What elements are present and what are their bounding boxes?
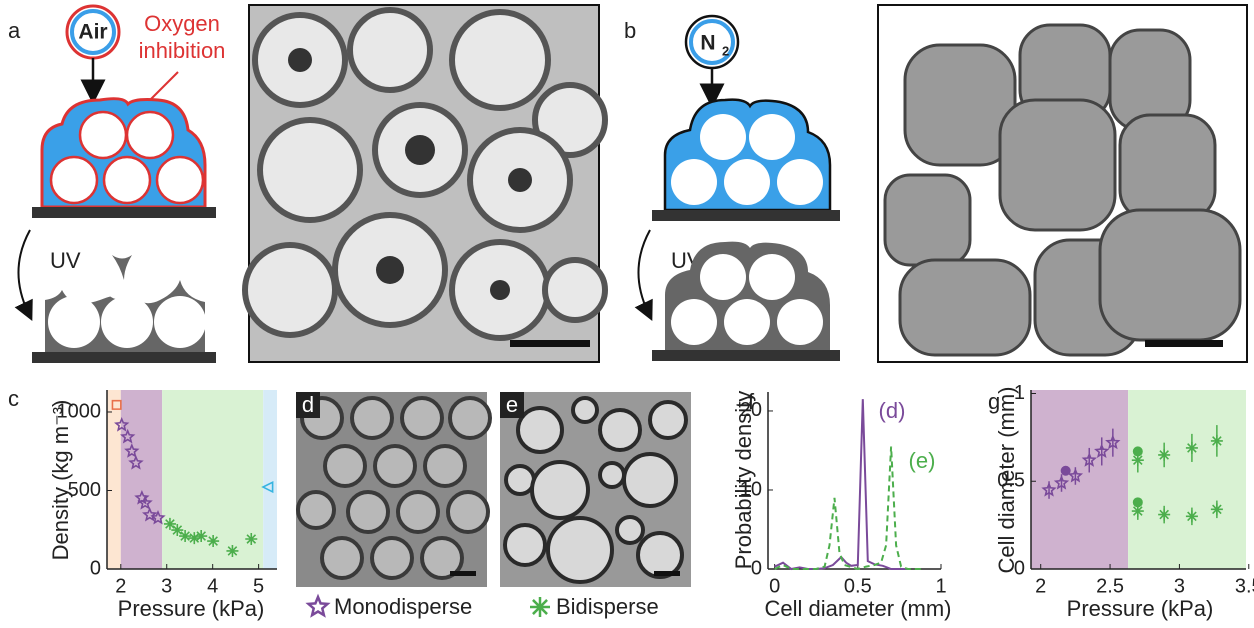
x-tick-label: 2 xyxy=(115,575,126,597)
x-tick-label: 1 xyxy=(935,575,946,597)
x-tick-label: 3.5 xyxy=(1235,575,1254,597)
point xyxy=(179,530,191,542)
x-axis-label: Pressure (kPa) xyxy=(118,596,265,621)
region xyxy=(121,390,162,569)
micrograph-b xyxy=(878,5,1247,362)
y-axis-label: Probability density xyxy=(731,391,756,570)
x-axis-label: Pressure (kPa) xyxy=(1067,596,1214,621)
x-axis-label: Cell diameter (mm) xyxy=(764,596,951,621)
region xyxy=(107,390,121,569)
panel-label: a xyxy=(8,18,21,43)
legend-label: Monodisperse xyxy=(334,594,472,619)
y-axis-label: Cell diameter (mm) xyxy=(994,386,1019,573)
point xyxy=(1133,446,1143,456)
x-tick-label: 4 xyxy=(207,575,218,597)
region xyxy=(263,390,277,569)
x-tick-label: 3 xyxy=(1174,575,1185,597)
annotation: Oxygen xyxy=(144,11,220,36)
point xyxy=(1061,466,1071,476)
point xyxy=(195,530,207,542)
y-axis-label: Density (kg m⁻³) xyxy=(48,400,73,561)
figure: a b c f g Air Oxygen inhibition UV xyxy=(0,0,1254,628)
x-tick-label: 0.5 xyxy=(844,575,872,597)
point xyxy=(207,535,219,547)
point xyxy=(226,545,238,557)
point xyxy=(1158,449,1170,461)
x-tick-label: 3 xyxy=(161,575,172,597)
series-label: (d) xyxy=(879,398,906,423)
schematic-a: Air Oxygen inhibition UV xyxy=(18,6,225,363)
gas-label: Air xyxy=(78,21,107,44)
region xyxy=(1128,390,1246,569)
point xyxy=(1186,442,1198,454)
panel-label: d xyxy=(302,392,314,417)
point xyxy=(171,524,183,536)
point xyxy=(1133,497,1143,507)
region xyxy=(1031,390,1128,569)
x-tick-label: 0 xyxy=(769,575,780,597)
panel-label: c xyxy=(8,386,19,411)
schematic-b: N 2 UV xyxy=(638,16,840,361)
y-tick-label: 0 xyxy=(90,557,101,579)
legend-label: Bidisperse xyxy=(556,594,659,619)
legend-marker xyxy=(530,597,550,617)
x-tick-label: 2 xyxy=(1035,575,1046,597)
line xyxy=(775,399,908,569)
panel-label: b xyxy=(624,18,636,43)
point xyxy=(1186,510,1198,522)
gas-label: N xyxy=(700,32,715,55)
gas-subscript: 2 xyxy=(722,43,729,58)
line xyxy=(775,447,925,570)
legend-marker xyxy=(309,597,328,615)
micrograph-d: d xyxy=(296,392,490,587)
series-label: (e) xyxy=(909,448,936,473)
x-tick-label: 2.5 xyxy=(1096,575,1124,597)
point xyxy=(164,518,176,530)
point xyxy=(1211,435,1223,447)
annotation: inhibition xyxy=(139,38,226,63)
point xyxy=(245,533,257,545)
uv-label: UV xyxy=(50,248,81,273)
point xyxy=(1211,503,1223,515)
panel-label: e xyxy=(506,392,518,417)
point xyxy=(1158,509,1170,521)
micrograph-e: e xyxy=(500,392,691,587)
micrograph-a xyxy=(245,5,605,362)
x-tick-label: 5 xyxy=(253,575,264,597)
